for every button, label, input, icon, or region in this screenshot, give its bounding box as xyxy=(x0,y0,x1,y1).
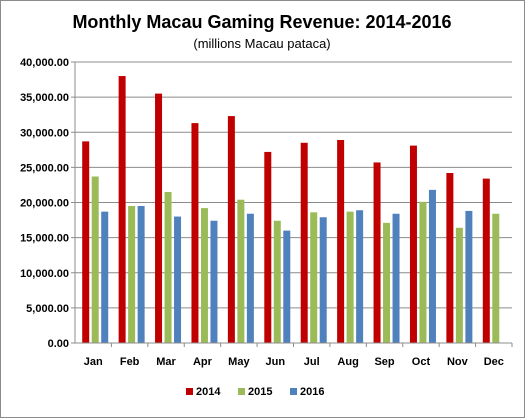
y-tick-label: 10,000.00 xyxy=(20,268,69,280)
y-tick-label: 30,000.00 xyxy=(20,127,69,139)
x-axis-ticks: Jan Feb Mar Apr May Jun Jul Aug Sep Oct Nov Dec xyxy=(84,343,513,368)
bar-2014-jul xyxy=(300,142,308,343)
bar-2015-feb xyxy=(128,206,136,343)
legend-swatch-2014 xyxy=(186,388,193,395)
legend: 2014 2015 2016 xyxy=(186,386,324,398)
x-tick-label: Aug xyxy=(337,356,358,368)
bar-2016-mar xyxy=(174,216,182,343)
bar-2016-jul xyxy=(319,217,327,343)
bar-2015-mar xyxy=(164,191,172,343)
bar-2015-nov xyxy=(455,227,463,343)
bar-2016-feb xyxy=(137,206,145,343)
bar-2015-dec xyxy=(492,213,500,343)
legend-swatch-2016 xyxy=(290,388,297,395)
bar-2016-aug xyxy=(356,210,364,343)
bar-2015-apr xyxy=(200,208,208,343)
bar-2015-aug xyxy=(346,211,354,343)
bar-2014-apr xyxy=(191,123,199,344)
bar-2015-jul xyxy=(310,212,318,343)
legend-label-2014: 2014 xyxy=(196,386,221,398)
x-tick-label: Feb xyxy=(120,356,140,368)
x-tick-label: Jan xyxy=(84,356,103,368)
bar-2014-may xyxy=(227,116,235,343)
bar-2014-nov xyxy=(446,172,454,343)
chart-title: Monthly Macau Gaming Revenue: 2014-2016 xyxy=(72,12,451,32)
bar-2016-oct xyxy=(428,189,436,343)
x-tick-label: Apr xyxy=(193,356,213,368)
bar-2016-jun xyxy=(283,230,291,343)
bar-2016-may xyxy=(246,213,254,343)
legend-swatch-2015 xyxy=(238,388,245,395)
x-tick-label: Sep xyxy=(374,356,394,368)
y-tick-label: 20,000.00 xyxy=(20,198,69,210)
bar-2014-sep xyxy=(373,162,381,343)
y-tick-label: 40,000.00 xyxy=(20,57,69,69)
x-tick-label: Jun xyxy=(266,356,286,368)
bar-2015-oct xyxy=(419,201,427,343)
bar-2016-jan xyxy=(101,211,109,343)
y-tick-label: 25,000.00 xyxy=(20,162,69,174)
bar-2015-jun xyxy=(273,220,281,343)
gridlines xyxy=(75,61,512,309)
bar-2014-jan xyxy=(82,141,90,343)
bar-2016-sep xyxy=(392,213,400,343)
bar-2014-aug xyxy=(337,139,345,343)
bar-2016-apr xyxy=(210,220,218,343)
bar-2015-jan xyxy=(91,176,99,343)
x-tick-label: Dec xyxy=(484,356,504,368)
y-tick-label: 0.00 xyxy=(48,338,69,350)
x-tick-label: May xyxy=(228,356,250,368)
bar-2014-feb xyxy=(118,76,126,344)
bar-2014-jun xyxy=(264,151,272,343)
x-tick-label: Jul xyxy=(304,356,320,368)
bars xyxy=(82,76,500,344)
chart-subtitle: (millions Macau pataca) xyxy=(193,36,330,51)
bar-2014-oct xyxy=(409,145,417,343)
y-axis-ticks: 0.00 5,000.00 10,000.00 15,000.00 20,000.00 2… xyxy=(20,57,75,350)
legend-label-2016: 2016 xyxy=(300,386,324,398)
y-tick-label: 35,000.00 xyxy=(20,92,69,104)
y-tick-label: 5,000.00 xyxy=(26,303,69,315)
x-tick-label: Mar xyxy=(156,356,176,368)
bar-2016-nov xyxy=(465,210,473,343)
bar-2015-may xyxy=(237,199,245,343)
x-tick-label: Oct xyxy=(412,356,431,368)
bar-2015-sep xyxy=(383,222,391,343)
y-tick-label: 15,000.00 xyxy=(20,233,69,245)
x-tick-label: Nov xyxy=(447,356,469,368)
bar-2014-dec xyxy=(482,178,490,343)
legend-label-2015: 2015 xyxy=(248,386,272,398)
bar-2014-mar xyxy=(155,93,163,343)
